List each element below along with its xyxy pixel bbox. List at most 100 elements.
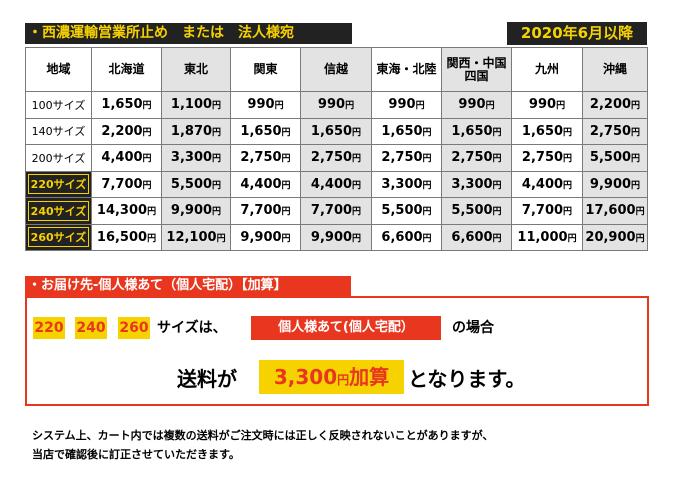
price-cell: 990円 (371, 91, 442, 119)
price-cell: 1,650円 (300, 117, 372, 145)
price-cell: 4,400円 (300, 170, 372, 198)
size-chip-260: 260 (118, 317, 150, 339)
price-value: 1,650 (310, 123, 353, 139)
yen-suffix: 円 (352, 207, 362, 218)
price-value: 7,700 (310, 203, 353, 219)
price-cell: 12,100円 (161, 223, 231, 251)
price-cell: 7,700円 (91, 170, 162, 198)
fee-prefix: 送料が (177, 367, 237, 391)
surcharge-word: 加算 (349, 365, 390, 389)
price-cell: 1,100円 (161, 91, 231, 119)
price-value: 4,400 (310, 176, 353, 192)
individual-delivery-tag: 個人様あて(個人宅配） (251, 316, 441, 340)
size-label-text: 260サイズ (27, 227, 90, 248)
yen-suffix: 円 (352, 233, 362, 244)
condition-suffix: の場合 (452, 320, 494, 336)
condition-prefix: サイズは、 (157, 320, 227, 336)
price-cell: 9,900円 (161, 197, 231, 225)
price-value: 11,000 (517, 229, 568, 245)
yen-suffix: 円 (563, 127, 573, 138)
price-cell: 1,650円 (230, 117, 301, 145)
price-value: 2,200 (589, 97, 632, 113)
price-value: 4,400 (101, 150, 143, 166)
yen-suffix: 円 (563, 180, 573, 191)
column-header-region-3: 関東 (230, 47, 301, 92)
price-value: 17,600 (585, 203, 636, 219)
surcharge-amount-value: 3,300 (273, 365, 338, 389)
price-value: 9,900 (589, 176, 632, 192)
price-cell: 2,750円 (582, 117, 648, 145)
yen-suffix: 円 (142, 127, 152, 138)
price-cell: 16,500円 (91, 223, 162, 251)
size-label: 100サイズ (25, 91, 92, 119)
yen-suffix: 円 (422, 207, 432, 218)
yen-suffix: 円 (492, 207, 502, 218)
price-cell: 5,500円 (441, 197, 512, 225)
yen-suffix: 円 (352, 127, 362, 138)
price-value: 990 (458, 97, 486, 113)
column-header-region-7: 九州 (511, 47, 583, 92)
price-value: 7,700 (240, 203, 282, 219)
yen-suffix: 円 (631, 180, 641, 191)
shipping-rate-table: 地域 北海道 東北 関東 信越 東海・北陸 関西・中国 四国 九州 沖縄 100サイズ 1,650… (25, 47, 648, 251)
price-cell: 14,300円 (91, 197, 162, 225)
price-value: 1,650 (451, 123, 493, 139)
yen-suffix: 円 (281, 207, 291, 218)
price-cell: 2,750円 (300, 144, 372, 172)
yen-suffix: 円 (492, 154, 502, 165)
yen-suffix: 円 (281, 180, 291, 191)
price-cell: 990円 (441, 91, 512, 119)
size-chip-220: 220 (33, 317, 65, 339)
price-value: 20,900 (585, 229, 636, 245)
price-cell: 3,300円 (441, 170, 512, 198)
column-header-region-2: 東北 (161, 47, 231, 92)
size-label-text: 140サイズ (31, 125, 86, 139)
price-cell: 1,650円 (511, 117, 583, 145)
price-value: 14,300 (96, 203, 148, 219)
price-value: 2,750 (451, 150, 493, 166)
yen-suffix: 円 (212, 127, 222, 138)
table-row: 260サイズ 16,500円 12,100円 9,900円 9,900円 6,600円 6,… (25, 223, 648, 251)
price-cell: 5,500円 (582, 144, 648, 172)
price-cell: 9,900円 (300, 223, 372, 251)
yen-suffix: 円 (352, 154, 362, 165)
price-value: 5,500 (589, 150, 632, 166)
price-cell: 990円 (300, 91, 372, 119)
price-value: 16,500 (96, 229, 148, 245)
price-cell: 1,870円 (161, 117, 231, 145)
price-value: 2,750 (381, 150, 423, 166)
column-header-region-6: 関西・中国 四国 (441, 47, 512, 92)
price-value: 1,100 (170, 97, 213, 113)
price-value: 9,900 (170, 203, 213, 219)
yen-suffix: 円 (422, 127, 432, 138)
table-row: 100サイズ 1,650円 1,100円 990円 990円 990円 990円 990円 2,… (25, 91, 648, 119)
price-cell: 6,600円 (371, 223, 442, 251)
price-cell: 1,650円 (91, 91, 162, 119)
price-cell: 9,900円 (230, 223, 301, 251)
yen-suffix: 円 (147, 233, 157, 244)
table-row: 200サイズ 4,400円 3,300円 2,750円 2,750円 2,750円 2,75… (25, 144, 648, 172)
price-cell: 2,750円 (371, 144, 442, 172)
price-cell: 990円 (511, 91, 583, 119)
table-row: 240サイズ 14,300円 9,900円 7,700円 7,700円 5,500円 5,5… (25, 197, 648, 225)
yen-suffix: 円 (212, 207, 222, 218)
yen-suffix: 円 (631, 101, 641, 112)
price-cell: 7,700円 (511, 197, 583, 225)
price-value: 990 (247, 97, 275, 113)
size-label-text: 200サイズ (31, 151, 86, 165)
price-value: 2,750 (589, 123, 632, 139)
yen-suffix: 円 (281, 233, 291, 244)
table-row: 140サイズ 2,200円 1,870円 1,650円 1,650円 1,650円 1,65… (25, 117, 648, 145)
price-value: 5,500 (170, 176, 213, 192)
yen-suffix: 円 (422, 154, 432, 165)
price-value: 1,650 (521, 123, 564, 139)
size-label: 220サイズ (25, 170, 92, 198)
price-value: 990 (317, 97, 346, 113)
column-header-region-4: 信越 (300, 47, 372, 92)
yen-suffix: 円 (567, 233, 577, 244)
size-chip-240: 240 (75, 317, 107, 339)
yen-suffix: 円 (635, 207, 645, 218)
effective-date-badge: 2020年6月以降 (507, 22, 647, 45)
yen-suffix: 円 (147, 207, 157, 218)
price-value: 7,700 (101, 176, 143, 192)
